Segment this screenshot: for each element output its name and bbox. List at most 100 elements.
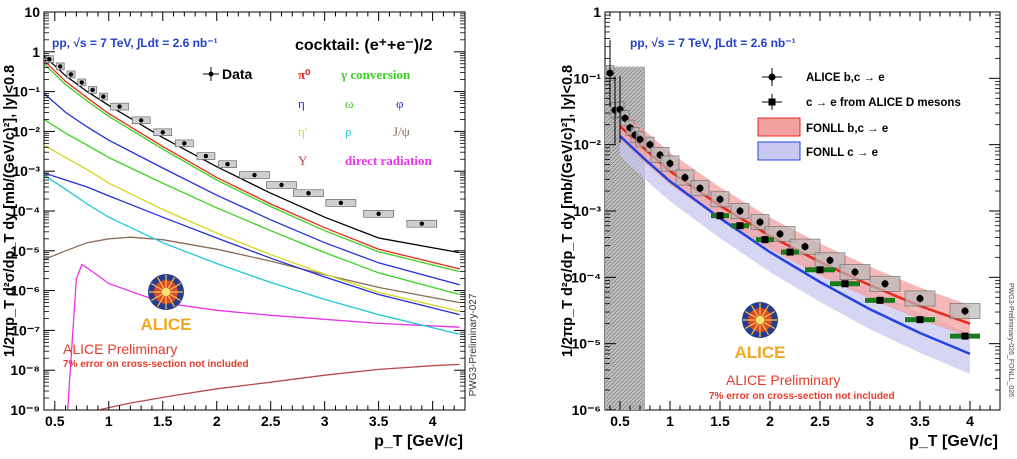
legend-label-fonll-bc: FONLL b,c → e <box>806 123 888 135</box>
y-tick-label: 10⁻⁴ <box>571 269 601 285</box>
x-tick-label: 4 <box>966 413 974 429</box>
bce-point <box>826 256 834 264</box>
data-point <box>376 211 381 217</box>
x-tick-label: 1 <box>666 413 674 429</box>
bce-point <box>916 294 924 302</box>
dmeson-point <box>816 266 824 274</box>
x-tick-label: 2 <box>766 413 774 429</box>
series-line-10 <box>97 363 460 410</box>
bce-point <box>606 69 614 77</box>
legend: ALICE b,c → e c → e from ALICE D mesons FO… <box>757 68 961 161</box>
side-label: PWG3-Preliminary-026_FONLL_026 <box>1007 283 1014 397</box>
legend-label-5: φ <box>396 96 404 111</box>
x-tick-label: 2.5 <box>261 413 281 429</box>
alice-logo-center <box>162 288 170 296</box>
series-line-6 <box>44 172 460 316</box>
legend-label-7: ρ <box>345 124 352 139</box>
legend-label-10: direct radiation <box>345 153 433 168</box>
left-chart: 0.5 1 1.5 2 2.5 3 3.5 4 10⁻⁹ 10⁻⁸ 10⁻⁷ 10⁻⁶ 10⁻⁵ 10⁻⁴… <box>2 4 479 450</box>
alice-logo-text: ALICE <box>735 343 786 362</box>
data-point <box>279 182 284 188</box>
series-line-7 <box>44 144 460 313</box>
dmeson-point <box>916 316 924 324</box>
right-chart: 0.5 1 1.5 2 2.5 3 3.5 4 10⁻⁶ 10⁻⁵ 10⁻⁴ 10⁻³ 10⁻² 10⁻¹… <box>560 4 1014 450</box>
plot-area <box>605 39 981 410</box>
preliminary-label: ALICE Preliminary <box>63 341 177 357</box>
y-tick-label: 10⁻² <box>573 137 601 153</box>
data-point <box>203 153 209 159</box>
x-tick-label: 0.5 <box>45 413 65 429</box>
legend-data-marker <box>208 71 214 77</box>
data-point <box>138 118 144 123</box>
bce-point <box>776 230 784 238</box>
data-point <box>57 64 63 69</box>
y-axis-title: 1/2πp_T d²σ/dp_T dy [mb/(GeV/c)²], |y|<0… <box>2 65 18 357</box>
y-tick-label: 1 <box>593 4 601 20</box>
fonll-c-band <box>620 116 970 374</box>
x-tick-label: 1 <box>105 413 113 429</box>
dmeson-point <box>841 280 849 288</box>
bce-point <box>801 243 809 251</box>
data-point <box>252 172 257 178</box>
legend-label-dmeson: c → e from ALICE D mesons <box>806 97 961 109</box>
data-point <box>90 87 95 93</box>
bce-point <box>756 218 764 226</box>
legend-dmeson-marker <box>768 98 776 106</box>
error-note: 7% error on cross-section not included <box>709 391 895 402</box>
series-line-3 <box>44 63 460 273</box>
data-point <box>419 221 425 226</box>
data-point <box>79 80 84 85</box>
bce-point <box>636 135 644 143</box>
bce-point <box>961 307 969 315</box>
bce-point <box>716 195 724 203</box>
legend-label-1: π⁰ <box>298 67 311 82</box>
data-point <box>182 141 187 146</box>
y-tick-label: 10⁻⁸ <box>10 362 40 378</box>
bce-point <box>881 280 889 288</box>
series-line-5 <box>44 118 460 296</box>
dmeson-point <box>786 248 794 256</box>
legend-label-fonll-c: FONLL c → e <box>806 147 878 159</box>
data-point <box>225 161 230 167</box>
y-tick-label: 10 <box>24 4 40 20</box>
data-point <box>338 200 344 206</box>
bce-point <box>646 141 654 149</box>
y-tick-label: 1 <box>32 44 40 60</box>
dmeson-point <box>876 296 884 304</box>
x-tick-label: 3 <box>321 413 329 429</box>
y-tick-label: 10⁻⁵ <box>571 336 601 352</box>
preliminary-label: ALICE Preliminary <box>726 372 840 388</box>
side-label: PWG3-Preliminary-027 <box>468 293 479 396</box>
x-tick-label: 1.5 <box>153 413 173 429</box>
bce-point <box>851 268 859 276</box>
legend-fonll-bc-swatch <box>757 117 801 137</box>
legend-label-9: Υ <box>298 153 308 168</box>
y-tick-label: 10⁻⁶ <box>572 402 601 418</box>
dmeson-point <box>716 212 724 220</box>
y-tick-label: 10⁻⁶ <box>11 283 40 299</box>
fonll-c-line <box>619 135 971 356</box>
data-point <box>160 130 165 135</box>
x-tick-label: 3 <box>866 413 874 429</box>
x-tick-label: 3.5 <box>369 413 389 429</box>
x-tick-label: 3.5 <box>910 413 930 429</box>
y-tick-label: 10⁻¹ <box>573 70 601 86</box>
y-tick-label: 10⁻⁴ <box>10 203 40 219</box>
legend-label-3: η <box>298 96 305 111</box>
bce-point <box>666 160 674 168</box>
plot-area <box>44 55 460 410</box>
dmeson-point <box>736 222 744 230</box>
error-note: 7% error on cross-section not included <box>63 359 249 370</box>
x-tick-label: 0.5 <box>610 413 630 429</box>
legend-label-8: J/ψ <box>393 124 410 139</box>
legend: Data π⁰ γ conversion η ω φ η' ρ J/ψ Υ direct radia… <box>203 66 433 168</box>
alice-logo-text: ALICE <box>141 315 192 334</box>
y-tick-label: 10⁻² <box>12 123 40 139</box>
bce-point <box>696 184 704 192</box>
series-line-2 <box>44 60 460 270</box>
series-line-9 <box>44 236 460 304</box>
data-point <box>117 104 122 109</box>
x-axis-title: p_T [GeV/c] <box>909 433 998 450</box>
